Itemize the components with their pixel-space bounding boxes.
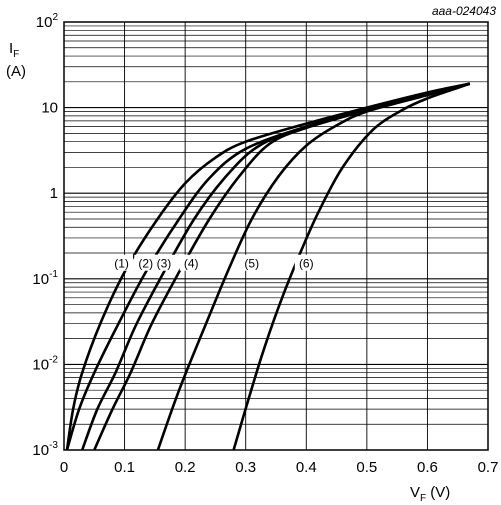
x-tick-label: 0.1 [114,459,135,476]
curve-label-5: (5) [244,257,259,271]
curve-6 [232,82,471,451]
curve-1 [65,82,471,451]
plot-frame [63,21,489,451]
curve-label-4: (4) [184,257,199,271]
y-tick-labels: 10-3 10-2 10-1 1 10 102 [32,12,58,459]
y-tick-label: 10-1 [32,269,58,288]
curve-label-1: (1) [114,257,129,271]
x-tick-label: 0 [60,459,68,476]
curve-label-backing [134,254,158,271]
y-tick-label: 10-2 [32,354,58,373]
x-tick-labels: 0 0.1 0.2 0.3 0.4 0.5 0.6 0.7 [60,459,499,476]
y-tick-label: 1 [50,185,58,202]
curves [65,82,471,451]
curve-5 [156,82,471,451]
y-tick-label: 10-3 [32,440,58,459]
curve-label-2: (2) [138,257,153,271]
y-tick-label: 102 [36,12,59,31]
y-tick-label: 10 [41,100,58,117]
grid-lines [64,22,488,450]
x-tick-label: 0.3 [235,459,256,476]
x-axis-label: VF (V) [410,484,450,504]
x-tick-label: 0.5 [356,459,377,476]
x-tick-label: 0.6 [417,459,438,476]
curve-labels: (1) (2) (3) (4) (5) (6) [110,254,318,271]
curve-label-backing [294,254,318,271]
x-tick-label: 0.2 [175,459,196,476]
curve-label-6: (6) [299,257,314,271]
figure-code: aaa-024043 [432,4,496,18]
y-axis-unit: (A) [6,63,26,80]
curve-label-backing [110,254,134,271]
y-axis-label: IF [9,40,19,60]
curve-label-backing [240,254,264,271]
curve-label-3: (3) [157,257,172,271]
x-tick-label: 0.7 [478,459,499,476]
x-tick-label: 0.4 [296,459,317,476]
curve-label-backing [152,254,176,271]
curve-label-backing [179,254,203,271]
